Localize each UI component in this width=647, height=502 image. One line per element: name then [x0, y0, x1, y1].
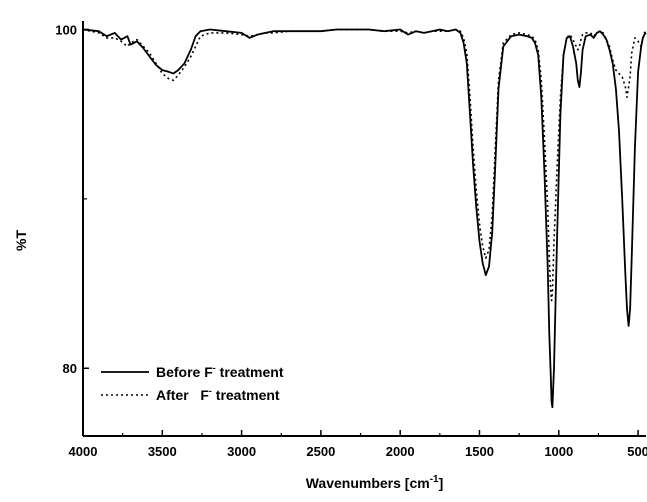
y-axis-title: %T — [13, 230, 29, 251]
x-axis-title: Wavenumbers [cm-1] — [306, 474, 444, 491]
series-layer — [82, 28, 647, 409]
x-tick-label-500: 500 — [627, 444, 647, 459]
x-tick-label-1500: 1500 — [465, 444, 494, 459]
axes-layer: 4000 3500 3000 2500 2000 1500 1000 500 100 80 Wave… — [13, 22, 647, 491]
x-tick-label-3500: 3500 — [148, 444, 177, 459]
legend-label-before: Before F- treatment — [156, 363, 284, 380]
y-tick-label-80: 80 — [63, 361, 77, 376]
x-tick-label-2000: 2000 — [386, 444, 415, 459]
x-tick-label-2500: 2500 — [306, 444, 335, 459]
series-line-after — [82, 28, 647, 302]
x-tick-label-3000: 3000 — [227, 444, 256, 459]
x-tick-label-1000: 1000 — [544, 444, 573, 459]
y-tick-label-100: 100 — [55, 22, 77, 37]
x-tick-label-4000: 4000 — [69, 444, 98, 459]
legend: Before F- treatment After F- treatment — [101, 363, 284, 403]
legend-label-after: After F- treatment — [156, 386, 280, 403]
plot-frame-layer — [82, 21, 646, 437]
series-line-before — [82, 28, 647, 409]
